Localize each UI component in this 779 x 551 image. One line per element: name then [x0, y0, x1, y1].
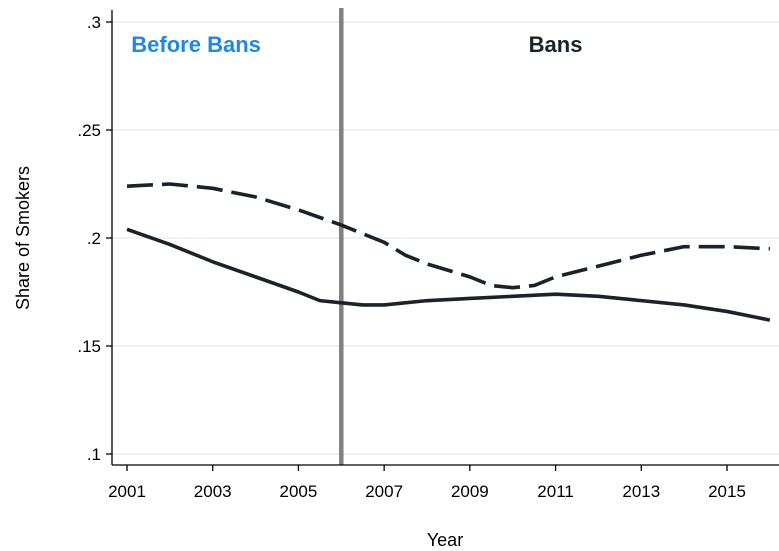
y-axis-title: Share of Smokers	[13, 166, 33, 310]
x-tick-label: 2009	[451, 482, 489, 501]
y-tick-label: .15	[77, 337, 101, 356]
x-tick-label: 2001	[108, 482, 146, 501]
dashed-series-line	[126, 182, 770, 290]
solid-series-line	[126, 227, 771, 322]
y-tick-label: .25	[77, 121, 101, 140]
before-bans-label: Before Bans	[131, 32, 261, 57]
y-tick-label: .3	[87, 13, 101, 32]
x-tick-label: 2013	[622, 482, 660, 501]
x-axis-title: Year	[427, 530, 463, 550]
x-tick-label: 2007	[365, 482, 403, 501]
axes: .1 .15 .2 .25 .3 2001 2003 2005 2007 2009 2011 2013…	[77, 10, 779, 501]
gridlines	[112, 21, 779, 455]
x-tick-label: 2003	[194, 482, 232, 501]
series-lines	[126, 182, 771, 322]
y-tick-label: .1	[87, 445, 101, 464]
x-tick-label: 2011	[537, 482, 574, 501]
bans-label: Bans	[529, 32, 583, 57]
annotations: Before Bans Bans	[131, 32, 582, 57]
x-tick-label: 2015	[708, 482, 746, 501]
y-tick-label: .2	[87, 229, 101, 248]
x-tick-label: 2005	[280, 482, 318, 501]
